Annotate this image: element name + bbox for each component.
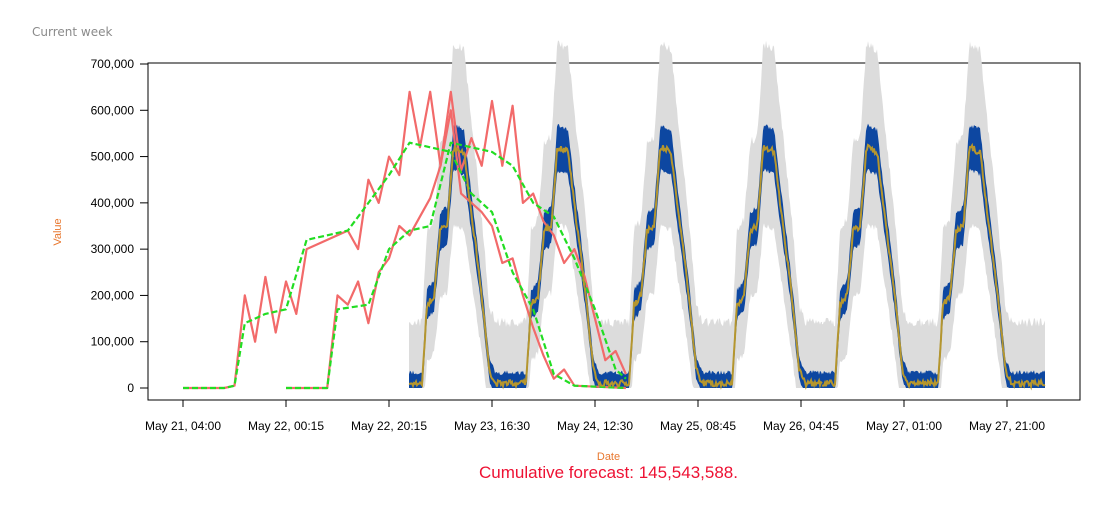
y-tick-label: 100,000 (91, 335, 135, 349)
x-tick-label: May 22, 20:15 (351, 419, 427, 433)
prediction-band-layer (409, 123, 1045, 389)
cumulative-forecast-label: Cumulative forecast: 145,543,588. (479, 463, 738, 482)
y-tick-label: 600,000 (91, 103, 135, 117)
y-tick-label: 500,000 (91, 150, 135, 164)
forecast-series-line (408, 145, 514, 390)
forecast-series-line (924, 142, 1046, 391)
y-axis: 0 100,000 200,000 300,000 400,000 500,000 600,… (91, 57, 148, 395)
forecast-ci-band (409, 43, 513, 388)
observed-series-line (183, 90, 626, 390)
observed-series-line (286, 90, 627, 390)
forecast-series-line (718, 144, 823, 390)
confidence-interval-layer (409, 40, 1045, 389)
x-tick-label: May 27, 01:00 (866, 419, 942, 433)
y-tick-label: 300,000 (91, 242, 135, 256)
x-tick-label: May 26, 04:45 (763, 419, 839, 433)
fitted-series-line (286, 141, 627, 390)
fitted-series-line (183, 141, 626, 390)
x-tick-label: May 22, 00:15 (248, 419, 324, 433)
x-axis: May 21, 04:00 May 22, 00:15 May 22, 20:15 M… (145, 400, 1045, 433)
y-axis-title: Value (52, 218, 64, 245)
y-tick-label: 700,000 (91, 57, 135, 71)
y-tick-label: 400,000 (91, 196, 135, 210)
x-tick-label: May 23, 16:30 (454, 419, 530, 433)
forecast-chart: 0 100,000 200,000 300,000 400,000 500,000 600,… (52, 40, 1081, 433)
x-tick-label: May 27, 21:00 (969, 419, 1045, 433)
section-title: Current week (32, 25, 113, 39)
x-tick-label: May 25, 08:45 (660, 419, 736, 433)
x-tick-label: May 21, 04:00 (145, 419, 221, 433)
y-tick-label: 0 (127, 381, 134, 395)
y-tick-label: 200,000 (91, 288, 135, 302)
forecast-series-line (615, 144, 720, 389)
x-tick-label: May 24, 12:30 (557, 419, 633, 433)
plot-frame (147, 62, 1081, 401)
x-axis-title: Date (596, 451, 621, 463)
series-line-layer (183, 90, 1046, 391)
forecast-series-line (512, 146, 617, 390)
forecast-series-line (821, 143, 926, 390)
forecast-prediction-band (925, 124, 1045, 388)
